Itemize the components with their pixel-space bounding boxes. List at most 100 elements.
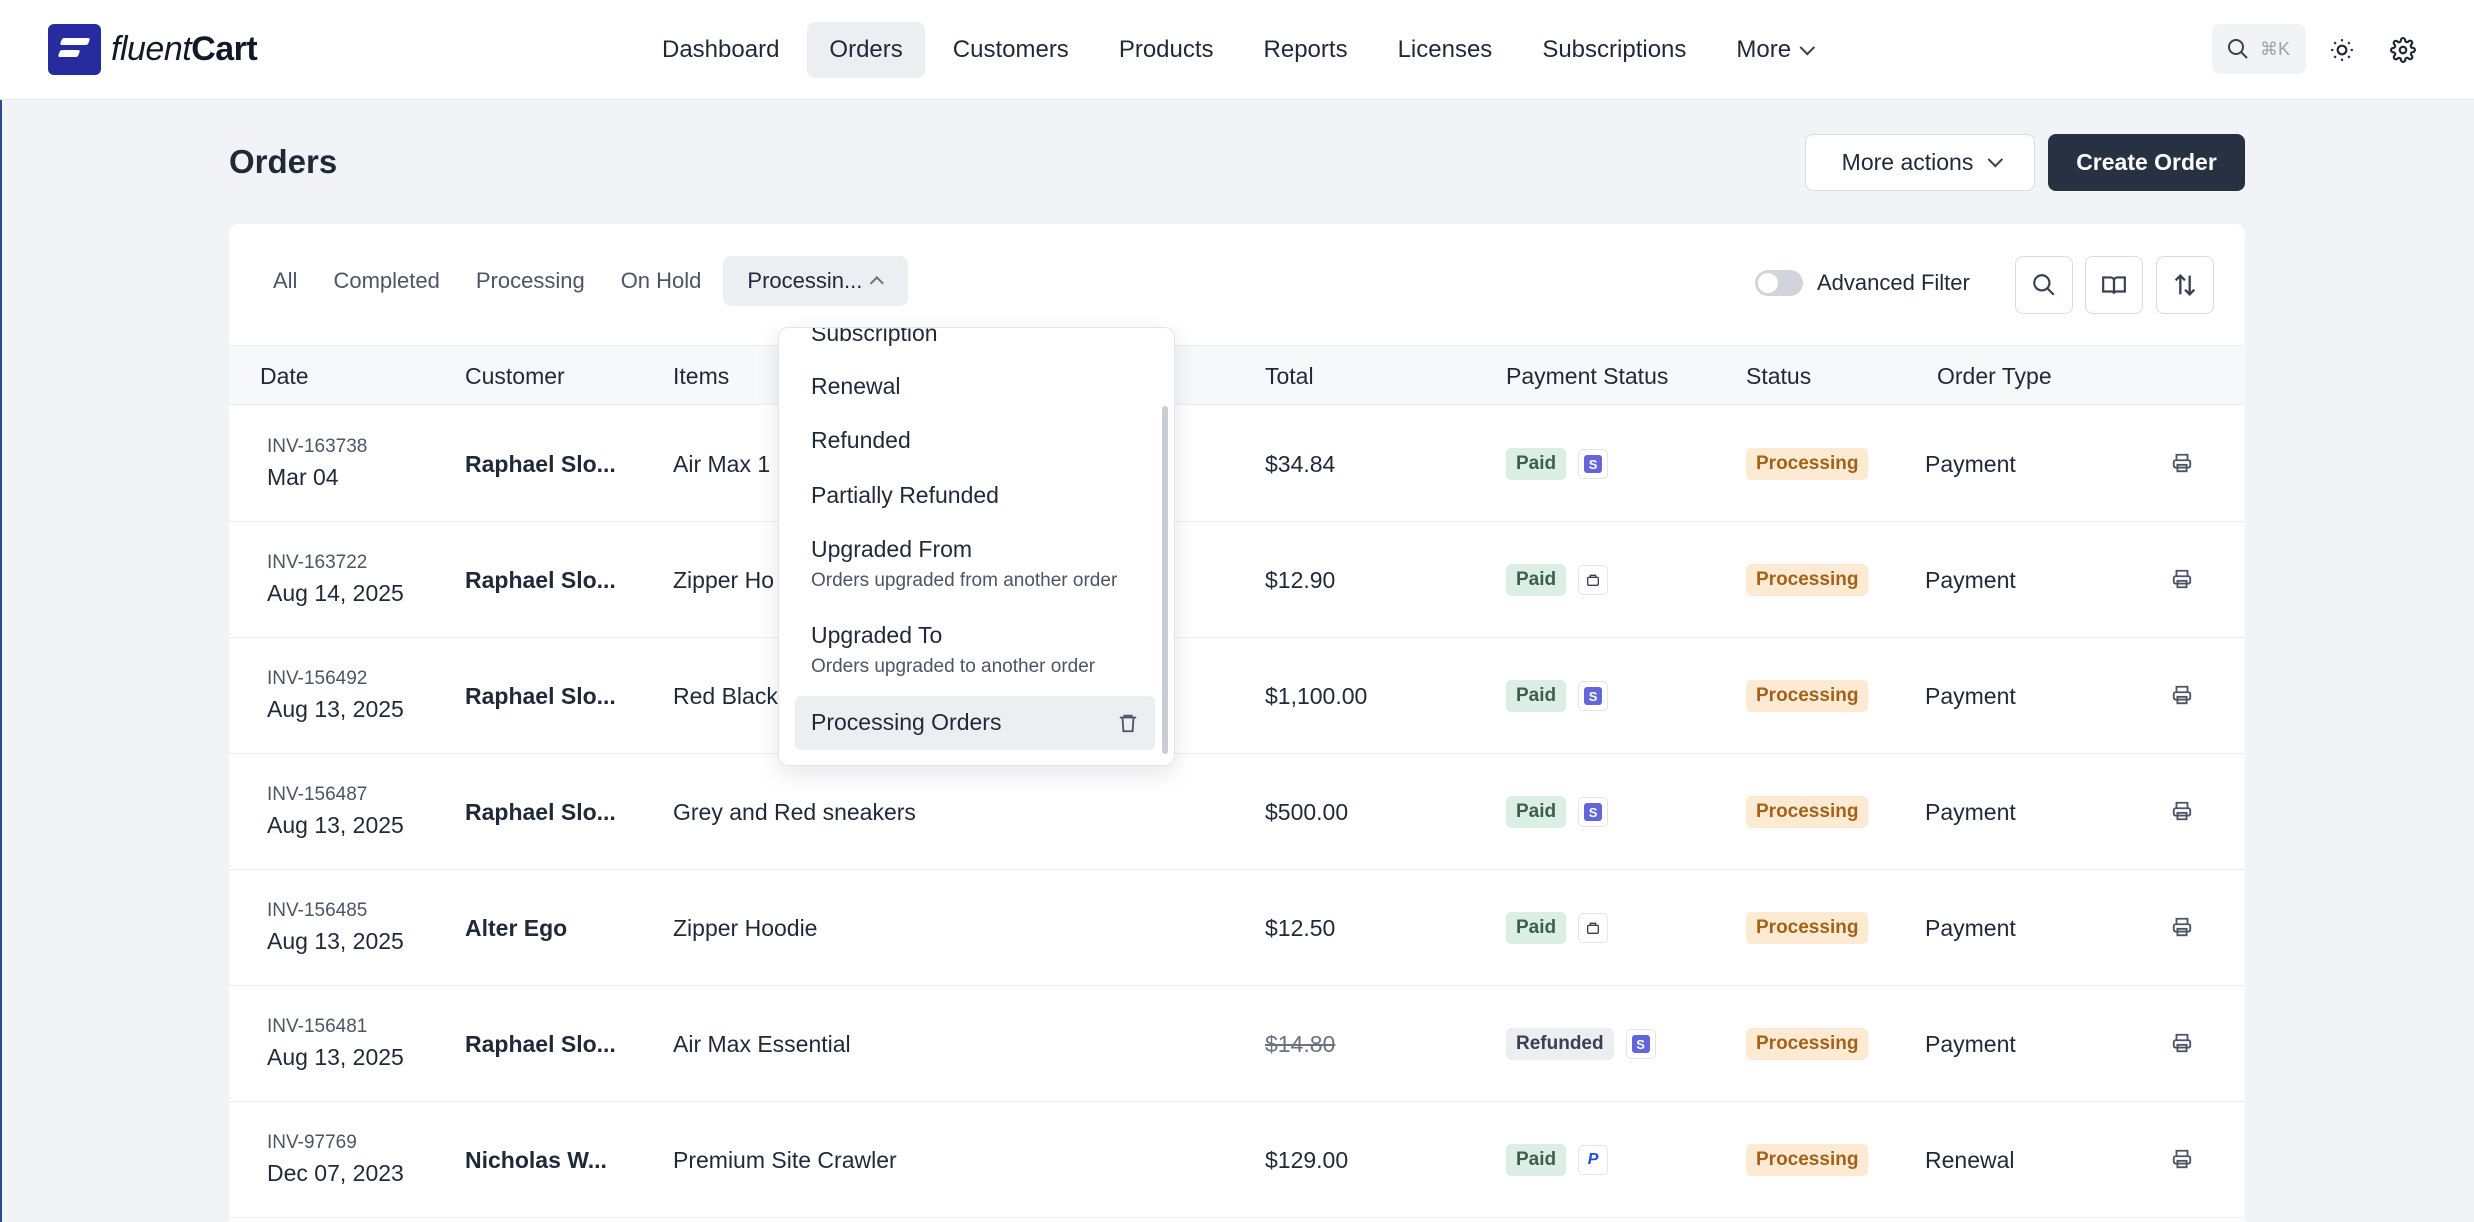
dropdown-item-subscription[interactable]: Subscription — [811, 327, 938, 346]
nav-more[interactable]: More — [1714, 22, 1832, 78]
dropdown-scrollbar[interactable] — [1162, 406, 1168, 754]
sort-button[interactable] — [2156, 256, 2214, 314]
customer-name[interactable]: Raphael Slo... — [465, 683, 616, 709]
printer-icon — [2172, 917, 2192, 937]
gear-icon — [2390, 37, 2416, 63]
payment-status: Paid S — [1506, 448, 1609, 480]
payment-gateway-badge — [1578, 565, 1609, 595]
table-row[interactable]: INV-163722 Aug 14, 2025 Raphael Slo... Zipp… — [229, 522, 2245, 638]
stripe-icon: S — [1584, 455, 1603, 473]
print-button[interactable] — [2171, 800, 2193, 827]
order-total: $12.90 — [1265, 567, 1336, 593]
table-row[interactable]: INV-156485 Aug 13, 2025 Alter Ego Zipper Ho… — [229, 870, 2245, 986]
column-status[interactable]: Status — [1746, 363, 1812, 389]
logo-icon — [48, 24, 101, 75]
invoice-number[interactable]: INV-163722 — [267, 552, 368, 573]
invoice-number[interactable]: INV-156485 — [267, 900, 368, 921]
payment-status-badge: Paid — [1506, 564, 1567, 596]
status-badge: Processing — [1746, 796, 1869, 828]
create-order-button[interactable]: Create Order — [2048, 134, 2245, 191]
columns-button[interactable] — [2085, 256, 2143, 314]
nav-dashboard[interactable]: Dashboard — [662, 36, 780, 63]
theme-toggle-button[interactable] — [2320, 28, 2364, 72]
brand-logo[interactable]: fluentCart — [48, 24, 258, 75]
nav-products[interactable]: Products — [1118, 36, 1214, 63]
table-row[interactable]: INV-163738 Mar 04 Raphael Slo... Air Max 1 $… — [229, 406, 2245, 522]
dropdown-item-upgraded-to[interactable]: Upgraded To — [811, 622, 943, 648]
tab-on-hold[interactable]: On Hold — [620, 268, 702, 293]
chevron-down-icon — [1799, 39, 1816, 55]
order-date: Aug 13, 2025 — [267, 812, 404, 838]
printer-icon — [2172, 569, 2192, 589]
advanced-filter-toggle[interactable] — [1755, 270, 1803, 296]
order-total: $14.80 — [1265, 1031, 1336, 1057]
sort-icon — [2174, 274, 2196, 296]
nav-customers[interactable]: Customers — [952, 36, 1069, 63]
customer-name[interactable]: Raphael Slo... — [465, 567, 616, 593]
filter-dropdown-menu: Subscription Renewal Refunded Partially … — [778, 327, 1175, 766]
nav-reports[interactable]: Reports — [1263, 36, 1348, 63]
payment-status: Paid P — [1506, 1144, 1609, 1176]
order-items: Zipper Ho — [673, 567, 774, 593]
payment-status-badge: Refunded — [1506, 1028, 1614, 1060]
dropdown-item-renewal[interactable]: Renewal — [811, 373, 901, 399]
invoice-number[interactable]: INV-156487 — [267, 784, 368, 805]
print-button[interactable] — [2171, 568, 2193, 595]
column-payment-status[interactable]: Payment Status — [1506, 363, 1669, 389]
tab-all[interactable]: All — [273, 268, 298, 293]
dropdown-item-partially-refunded[interactable]: Partially Refunded — [811, 482, 999, 508]
dropdown-item-refunded[interactable]: Refunded — [811, 427, 911, 453]
dropdown-item-processing-orders[interactable]: Processing Orders — [795, 696, 1155, 750]
column-customer[interactable]: Customer — [465, 363, 565, 389]
table-row[interactable]: INV-97769 Dec 07, 2023 Nicholas W... Premiu… — [229, 1102, 2245, 1218]
invoice-number[interactable]: INV-156481 — [267, 1016, 368, 1037]
print-button[interactable] — [2171, 1148, 2193, 1175]
tab-completed[interactable]: Completed — [333, 268, 440, 293]
nav-licenses[interactable]: Licenses — [1397, 36, 1493, 63]
column-order-type[interactable]: Order Type — [1937, 363, 2052, 389]
global-search-button[interactable]: ⌘K — [2212, 24, 2306, 74]
printer-icon — [2172, 1149, 2192, 1169]
trash-icon[interactable] — [1117, 711, 1139, 735]
order-type: Payment — [1925, 915, 2016, 941]
tab-custom-filter[interactable]: Processin... — [723, 256, 909, 306]
nav-orders[interactable]: Orders — [807, 22, 925, 78]
more-actions-button[interactable]: More actions — [1805, 134, 2035, 191]
settings-button[interactable] — [2381, 28, 2425, 72]
stripe-icon: S — [1631, 1035, 1650, 1053]
book-open-icon — [2102, 276, 2126, 294]
customer-name[interactable]: Raphael Slo... — [465, 1031, 616, 1057]
search-orders-button[interactable] — [2015, 256, 2073, 314]
column-items[interactable]: Items — [673, 363, 730, 389]
order-items: Grey and Red sneakers — [673, 799, 916, 825]
top-navbar: fluentCart Dashboard Orders Customers Pr… — [0, 0, 2474, 100]
more-actions-label: More actions — [1841, 149, 1974, 175]
nav-subscriptions[interactable]: Subscriptions — [1542, 36, 1687, 63]
column-date[interactable]: Date — [260, 363, 309, 389]
dropdown-item-upgraded-from[interactable]: Upgraded From — [811, 536, 973, 562]
customer-name[interactable]: Nicholas W... — [465, 1147, 607, 1173]
cash-icon — [1587, 574, 1600, 586]
search-icon — [2033, 274, 2055, 296]
payment-status: Paid S — [1506, 796, 1609, 828]
print-button[interactable] — [2171, 684, 2193, 711]
search-icon — [2228, 39, 2248, 59]
payment-status-badge: Paid — [1506, 448, 1567, 480]
print-button[interactable] — [2171, 916, 2193, 943]
tab-processing[interactable]: Processing — [475, 268, 585, 293]
table-row[interactable]: INV-156481 Aug 13, 2025 Raphael Slo... Air … — [229, 986, 2245, 1102]
order-total: $500.00 — [1265, 799, 1349, 825]
customer-name[interactable]: Raphael Slo... — [465, 799, 616, 825]
order-total: $34.84 — [1265, 451, 1336, 477]
print-button[interactable] — [2171, 1032, 2193, 1059]
table-row[interactable]: INV-156492 Aug 13, 2025 Raphael Slo... Red … — [229, 638, 2245, 754]
customer-name[interactable]: Raphael Slo... — [465, 451, 616, 477]
invoice-number[interactable]: INV-163738 — [267, 436, 368, 457]
customer-name[interactable]: Alter Ego — [465, 915, 568, 941]
print-button[interactable] — [2171, 452, 2193, 479]
order-date: Aug 13, 2025 — [267, 1044, 404, 1070]
column-total[interactable]: Total — [1265, 363, 1314, 389]
invoice-number[interactable]: INV-156492 — [267, 668, 368, 689]
table-row[interactable]: INV-156487 Aug 13, 2025 Raphael Slo... Grey… — [229, 754, 2245, 870]
invoice-number[interactable]: INV-97769 — [267, 1132, 357, 1153]
